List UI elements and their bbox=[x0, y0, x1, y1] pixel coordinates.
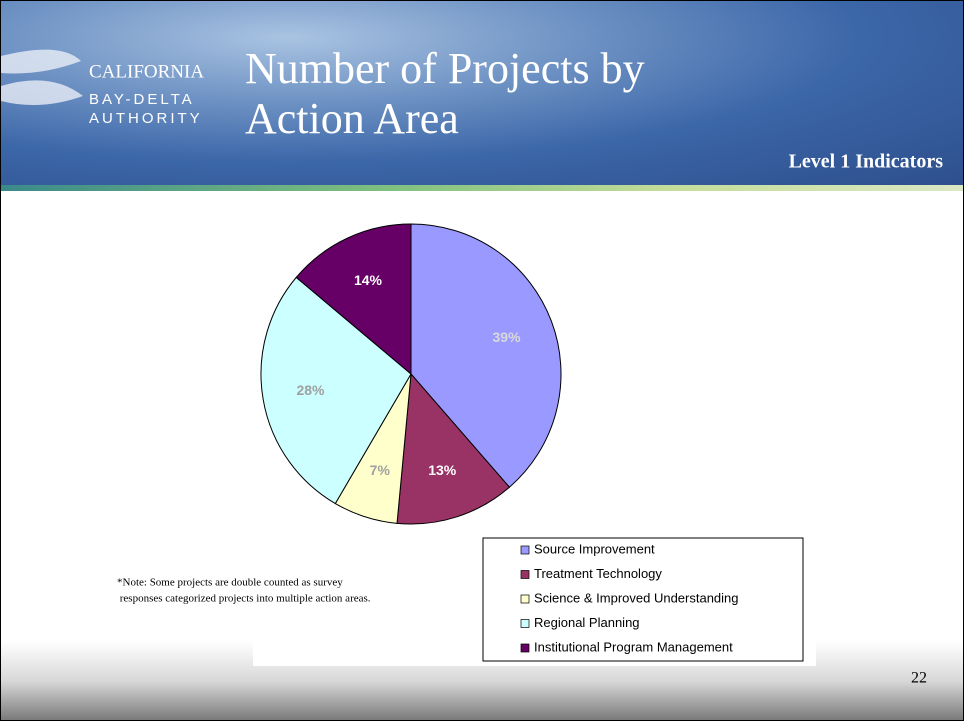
legend-label: Science & Improved Understanding bbox=[534, 590, 739, 605]
slide-subtitle: Level 1 Indicators bbox=[789, 151, 944, 173]
page-number: 22 bbox=[911, 670, 927, 687]
legend-label: Institutional Program Management bbox=[534, 639, 733, 654]
data-label: 13% bbox=[428, 462, 457, 478]
header-banner bbox=[1, 1, 963, 185]
data-label: 7% bbox=[370, 462, 391, 478]
legend-box bbox=[482, 537, 804, 662]
legend-swatch bbox=[520, 643, 530, 653]
logo-text: AUTHORITY bbox=[89, 110, 203, 127]
note: responses categorized projects into mult… bbox=[117, 593, 371, 605]
slide-title: Action Area bbox=[245, 94, 459, 143]
header-stripe bbox=[1, 185, 963, 191]
legend-label: Source Improvement bbox=[534, 541, 655, 556]
note: *Note: Some projects are double counted … bbox=[117, 577, 343, 589]
slide-title: Number of Projects by bbox=[245, 44, 645, 93]
data-label: 28% bbox=[296, 382, 325, 398]
pie-slice bbox=[295, 223, 412, 376]
pie: 39% 13% 7% 28% 14% bbox=[260, 223, 562, 525]
pie-slice bbox=[260, 276, 412, 505]
logo-text: CALIFORNIA bbox=[89, 61, 204, 82]
legend-swatch bbox=[520, 619, 530, 628]
legend-label: Regional Planning bbox=[534, 615, 640, 630]
legend-swatch bbox=[520, 594, 530, 604]
pie-slice bbox=[410, 223, 562, 488]
legend-label: Treatment Technology bbox=[534, 566, 662, 581]
logo-swoosh bbox=[1, 49, 83, 105]
data-label: 14% bbox=[354, 272, 383, 288]
legend: Source Improvement Treatment Technology Sc… bbox=[520, 541, 739, 654]
data-label: 39% bbox=[493, 329, 522, 345]
legend-swatch bbox=[520, 545, 530, 555]
pie-slice bbox=[396, 372, 511, 525]
legend-swatch bbox=[520, 570, 530, 579]
logo-text: BAY-DELTA bbox=[89, 91, 195, 108]
